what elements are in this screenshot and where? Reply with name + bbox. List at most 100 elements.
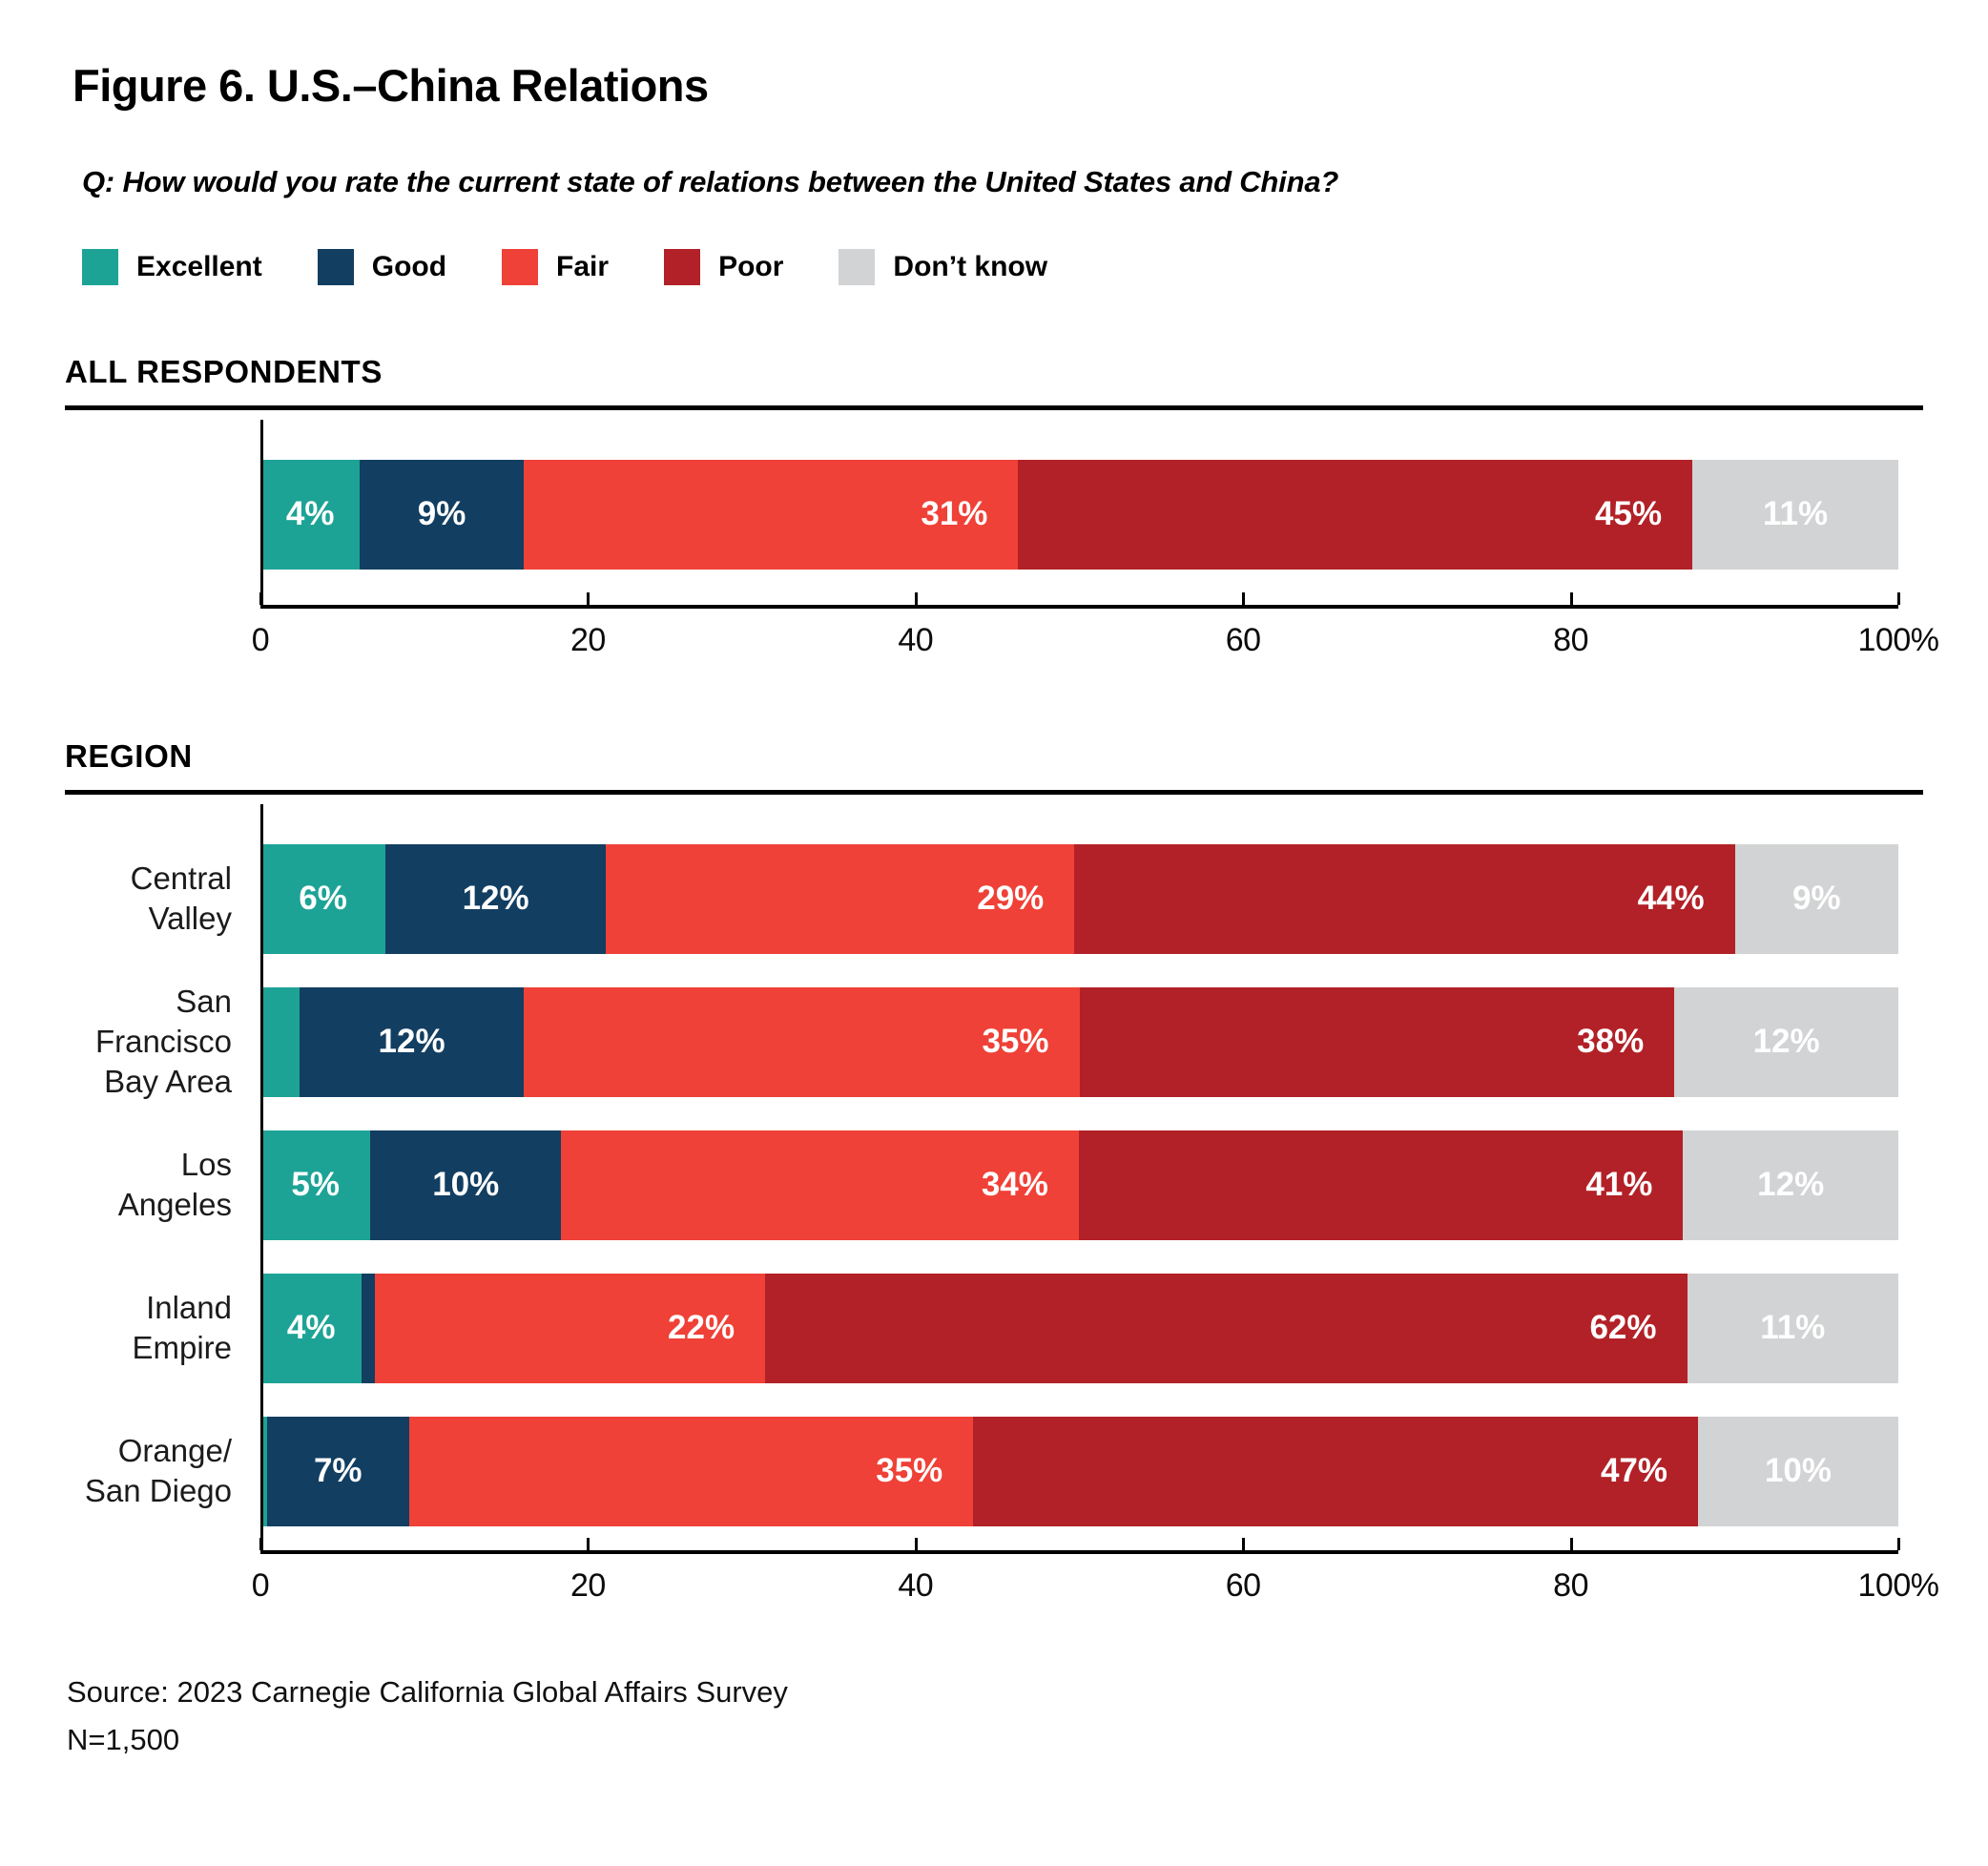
- legend-item-excellent: Excellent: [82, 249, 262, 285]
- bar-segment-poor: 62%: [765, 1273, 1688, 1383]
- segment-value-label: 10%: [1764, 1452, 1833, 1489]
- segment-value-label: 9%: [417, 495, 466, 532]
- legend-item-poor: Poor: [664, 249, 783, 285]
- legend-label: Fair: [556, 251, 610, 282]
- axis-tick: [587, 1538, 590, 1550]
- bar-segment-good: 7%: [267, 1416, 409, 1526]
- axis-tick-label: 40: [898, 1567, 934, 1604]
- row-label-line: San Francisco: [94, 983, 232, 1059]
- row-label-line: Los Angeles: [117, 1146, 232, 1222]
- segment-value-label: 5%: [291, 1166, 340, 1203]
- segment-value-label: 47%: [1600, 1452, 1667, 1489]
- survey-question: Q: How would you rate the current state …: [82, 165, 1339, 198]
- bar-segment-don-t-know: 11%: [1687, 1273, 1898, 1383]
- axis-tick: [914, 592, 918, 605]
- segment-value-label: 11%: [1760, 1309, 1826, 1346]
- bar-segment-poor: 45%: [1018, 459, 1693, 570]
- bar-segment-poor: 41%: [1078, 1130, 1684, 1240]
- segment-value-label: 44%: [1637, 880, 1705, 917]
- segment-value-label: 41%: [1585, 1166, 1653, 1203]
- bar-segment-don-t-know: 12%: [1674, 986, 1899, 1097]
- segment-value-label: 11%: [1762, 495, 1829, 532]
- segment-value-label: 10%: [432, 1166, 500, 1203]
- axis-tick-label: 60: [1225, 622, 1261, 658]
- bar-segment-good: [362, 1273, 376, 1383]
- bar-segment-poor: 44%: [1074, 843, 1735, 954]
- axis-tick: [1242, 592, 1246, 605]
- bar-segment-excellent: 4%: [260, 1273, 362, 1383]
- chart-row: Inland Empire 4% 22% 62% 11%: [65, 1256, 1923, 1400]
- segment-value-label: 38%: [1577, 1023, 1645, 1060]
- segment-value-label: 4%: [286, 1309, 336, 1346]
- stacked-bar: 6% 12% 29% 44% 9%: [260, 843, 1899, 954]
- y-axis-line: [260, 420, 263, 609]
- bar-segment-don-t-know: 11%: [1692, 459, 1899, 570]
- bar-segment-excellent: 6%: [260, 843, 386, 954]
- legend-item-fair: Fair: [502, 249, 609, 285]
- axis-tick-label: 0: [251, 1567, 270, 1604]
- bar-segment-excellent: [260, 986, 300, 1097]
- legend-label: Good: [371, 251, 447, 282]
- row-label-line: Central Valley: [130, 860, 232, 936]
- axis-tick-label: 100%: [1857, 622, 1939, 658]
- sample-size: N=1,500: [67, 1722, 180, 1756]
- chart-row: Central Valley 6% 12% 29% 44% 9%: [65, 827, 1923, 970]
- legend-swatch-icon: [839, 249, 876, 285]
- axis-tick: [914, 1538, 918, 1550]
- section-all-respondents: ALL RESPONDENTS 4% 9% 31% 45% 11% 0 20 40 60 80 100…: [65, 354, 1939, 670]
- axis-tick-label: 20: [569, 622, 606, 658]
- stacked-bar-chart: 4% 9% 31% 45% 11% 0 20 40 60 80 100%: [65, 420, 1939, 670]
- bar-segment-good: 12%: [300, 986, 524, 1097]
- stacked-bar: 12% 35% 38% 12%: [260, 986, 1899, 1097]
- bar-segment-don-t-know: 10%: [1698, 1416, 1898, 1526]
- segment-value-label: 6%: [299, 880, 347, 917]
- axis-tick: [1569, 1538, 1573, 1550]
- chart-sections: ALL RESPONDENTS 4% 9% 31% 45% 11% 0 20 40 60 80 100…: [65, 354, 1939, 1615]
- stacked-bar: 7% 35% 47% 10%: [260, 1416, 1898, 1526]
- stacked-bar: 5% 10% 34% 41% 12%: [260, 1130, 1898, 1240]
- legend-swatch-icon: [664, 249, 701, 285]
- legend: Excellent Good Fair Poor Don’t know: [82, 249, 1923, 285]
- segment-value-label: 12%: [1757, 1166, 1825, 1203]
- segment-value-label: 7%: [313, 1452, 362, 1489]
- bar-segment-don-t-know: 12%: [1683, 1130, 1898, 1240]
- bar-segment-poor: 47%: [973, 1416, 1698, 1526]
- chart-row: 4% 9% 31% 45% 11%: [65, 443, 1923, 586]
- stacked-bar: 4% 22% 62% 11%: [260, 1273, 1898, 1383]
- source-line: Source: 2023 Carnegie California Global …: [67, 1675, 788, 1709]
- segment-value-label: 12%: [1752, 1023, 1820, 1060]
- segment-value-label: 45%: [1595, 495, 1663, 532]
- legend-label: Don’t know: [893, 251, 1048, 282]
- bar-segment-fair: 35%: [408, 1416, 974, 1526]
- legend-item-good: Good: [317, 249, 447, 285]
- axis-tick-label: 0: [251, 622, 270, 658]
- legend-item-don-t-know: Don’t know: [839, 249, 1047, 285]
- row-label: Inland Empire: [65, 1288, 260, 1368]
- segment-value-label: 62%: [1589, 1309, 1657, 1346]
- axis-tick-label: 60: [1225, 1567, 1261, 1604]
- bar-segment-excellent: 5%: [260, 1130, 371, 1240]
- bar-segment-excellent: [260, 1416, 267, 1526]
- axis-tick-label: 100%: [1857, 1567, 1939, 1604]
- row-label: Central Valley: [65, 859, 260, 939]
- bar-segment-good: 12%: [385, 843, 607, 954]
- axis-tick: [1897, 1538, 1900, 1550]
- bar-segment-poor: 38%: [1079, 986, 1675, 1097]
- segment-value-label: 4%: [285, 495, 335, 532]
- legend-swatch-icon: [82, 249, 118, 285]
- x-axis: 0 20 40 60 80 100%: [252, 1538, 1939, 1615]
- legend-label: Poor: [718, 251, 784, 282]
- bar-segment-good: 10%: [370, 1130, 562, 1240]
- bar-segment-good: 9%: [360, 459, 524, 570]
- axis-tick-label: 80: [1553, 622, 1589, 658]
- legend-swatch-icon: [317, 249, 354, 285]
- stacked-bar-chart: Central Valley 6% 12% 29% 44% 9% San Francisco…: [65, 804, 1939, 1615]
- axis-tick: [1242, 1538, 1246, 1550]
- source-note: Source: 2023 Carnegie California Global …: [67, 1669, 1923, 1763]
- axis-tick-label: 40: [898, 622, 934, 658]
- axis-tick-label: 80: [1553, 1567, 1589, 1604]
- bar-segment-fair: 35%: [523, 986, 1080, 1097]
- segment-value-label: 31%: [921, 495, 988, 532]
- section-heading: ALL RESPONDENTS: [65, 354, 1923, 410]
